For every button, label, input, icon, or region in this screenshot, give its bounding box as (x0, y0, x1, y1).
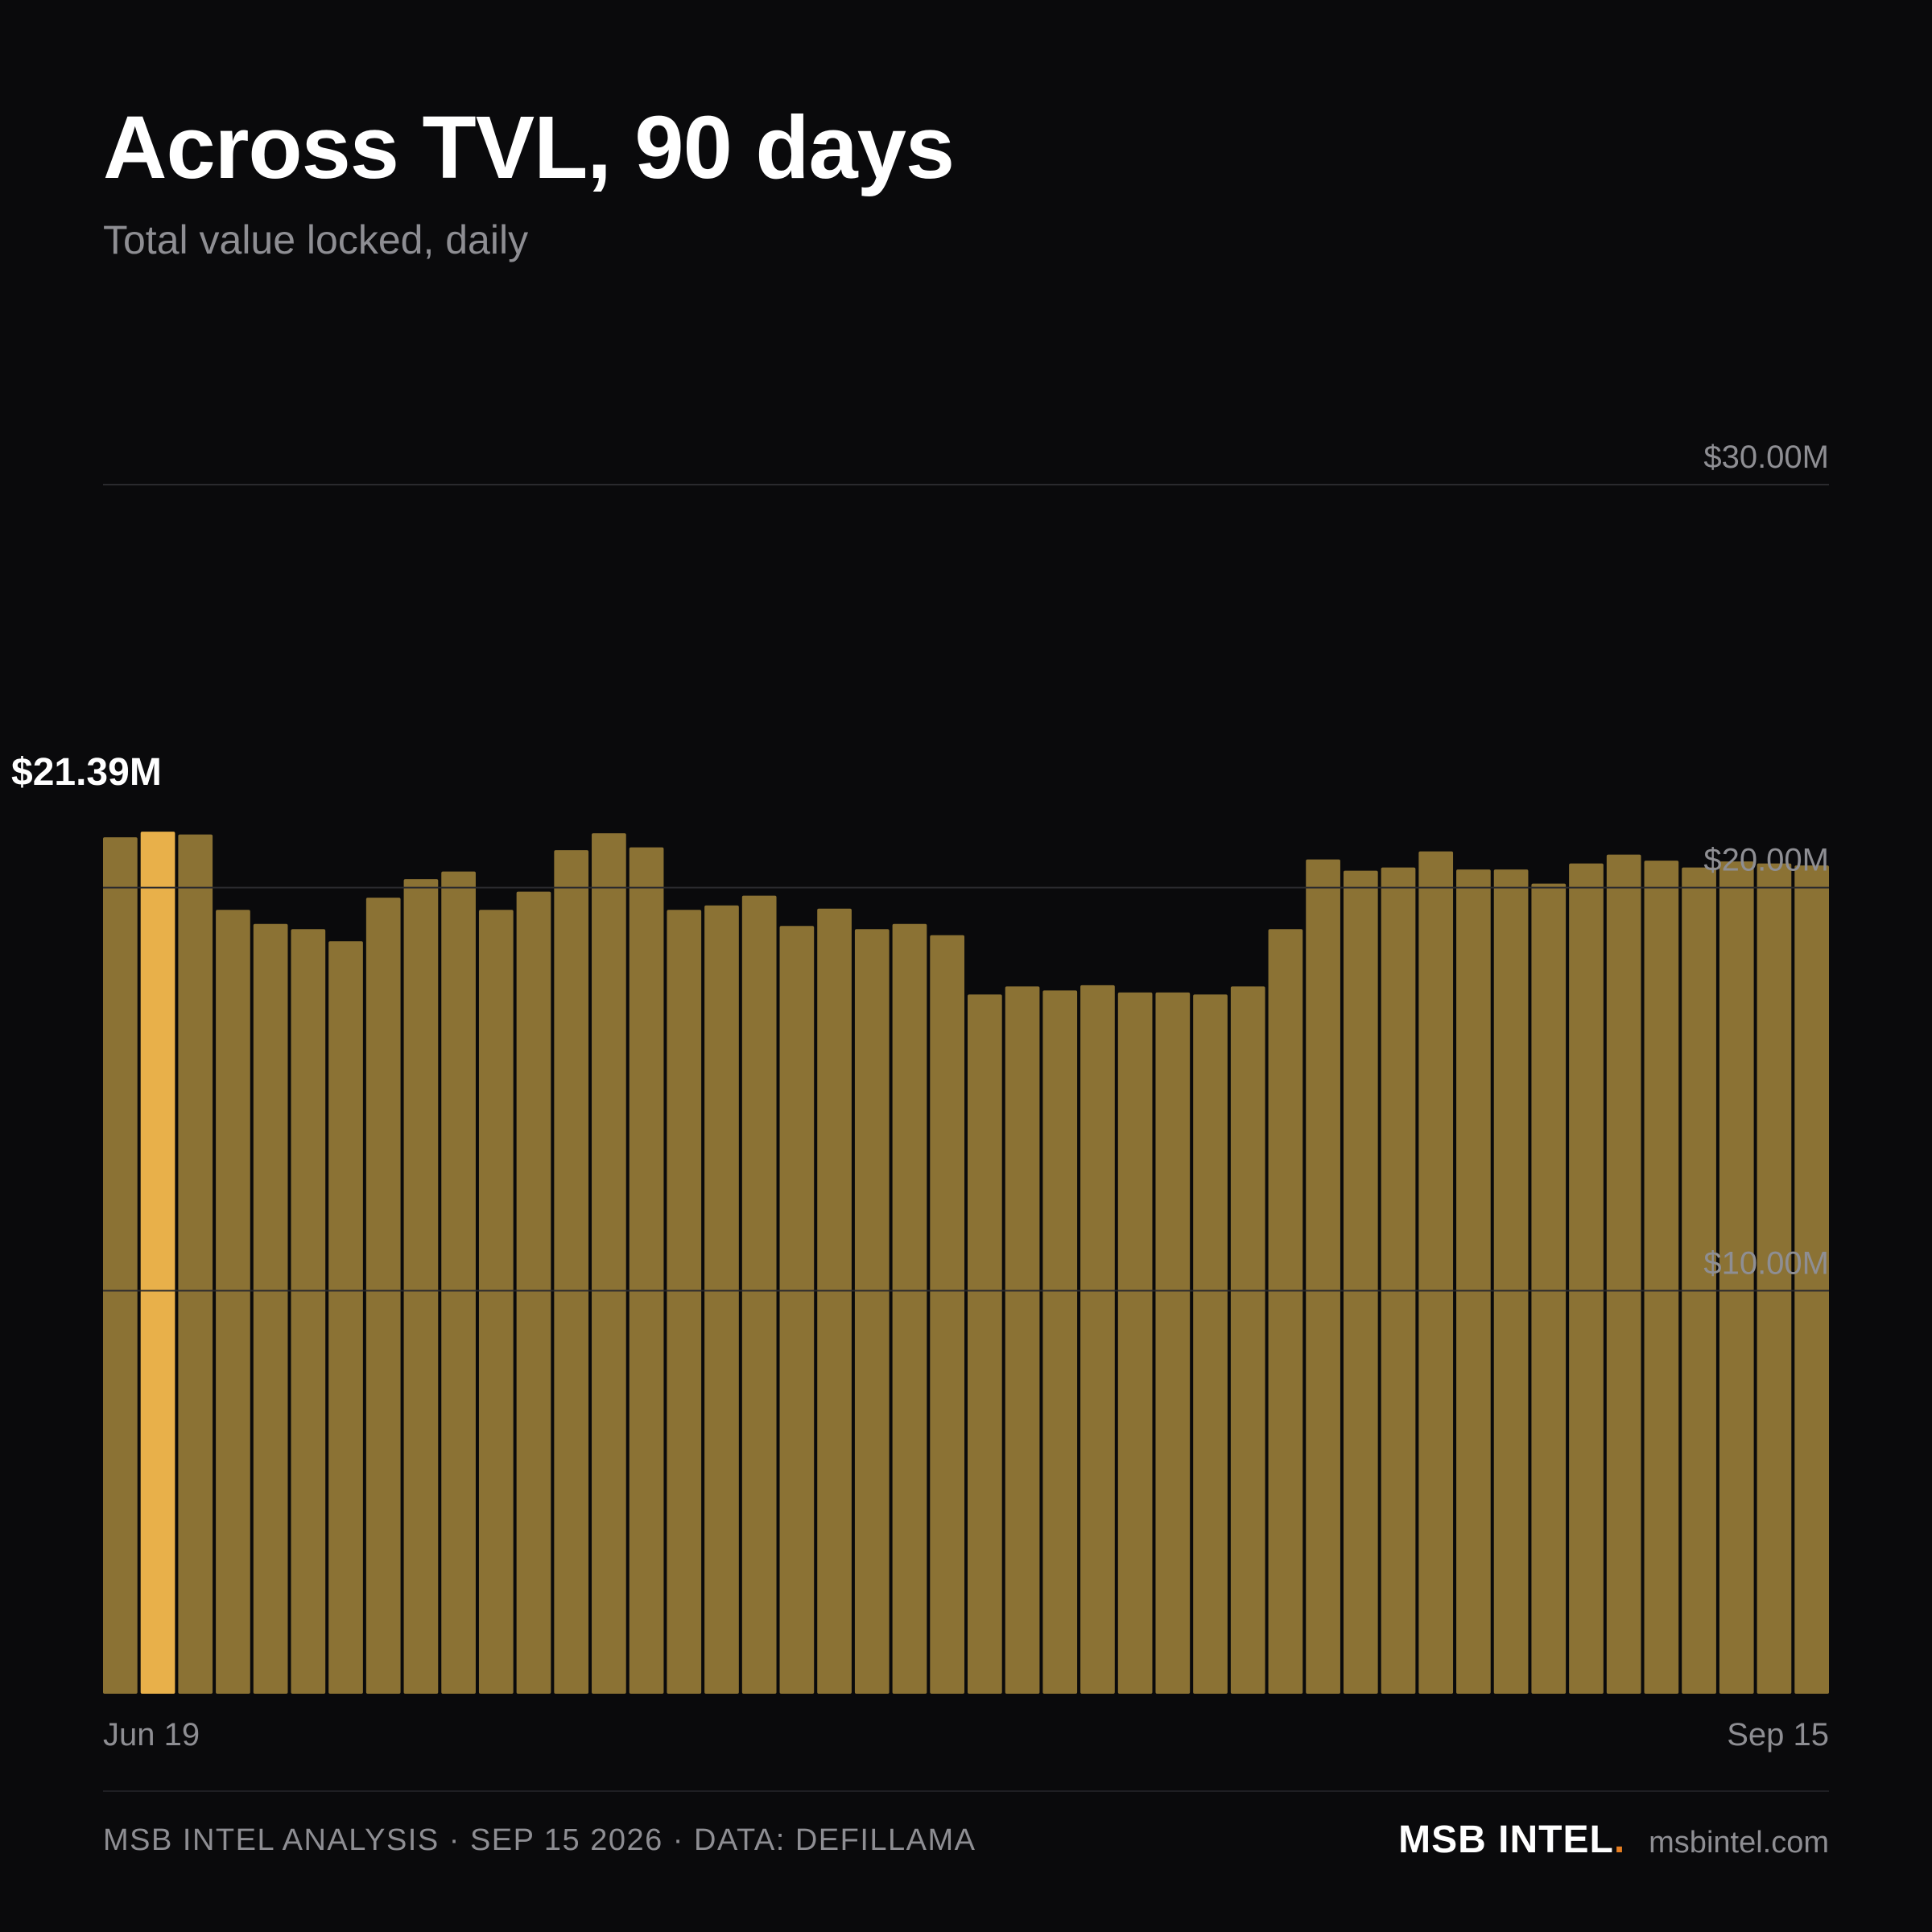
bar (1569, 863, 1604, 1694)
chart-subtitle: Total value locked, daily (103, 217, 529, 262)
bar (1080, 985, 1115, 1694)
bar (554, 850, 589, 1694)
chart-title: Across TVL, 90 days (103, 98, 955, 197)
bar (178, 834, 213, 1694)
footer-brand-block: MSB INTEL . msbintel.com (1398, 1818, 1829, 1862)
highlighted-bar (140, 832, 175, 1694)
bar (478, 910, 514, 1694)
bar (930, 935, 964, 1694)
bar (1230, 986, 1265, 1694)
y-tick-label: $20.00M (1703, 843, 1829, 878)
bar (629, 847, 664, 1694)
bar (1042, 990, 1078, 1694)
bar (704, 905, 739, 1694)
x-tick-label-end: Sep 15 (1727, 1717, 1829, 1752)
bar (779, 926, 815, 1694)
bar (291, 929, 326, 1694)
bar (1606, 854, 1641, 1694)
footer-credits: MSB INTEL ANALYSIS · SEP 15 2026 · DATA:… (103, 1823, 976, 1857)
bar (817, 908, 852, 1694)
bar (1682, 867, 1716, 1694)
bar (1155, 992, 1191, 1694)
bar (968, 994, 1002, 1694)
bar (1493, 869, 1529, 1694)
bar (253, 923, 288, 1694)
bar (1343, 870, 1378, 1694)
bar (667, 910, 702, 1694)
bar (1381, 867, 1416, 1694)
bar (1268, 929, 1303, 1694)
bar (1794, 865, 1829, 1694)
bar (1456, 869, 1491, 1694)
bar (1531, 883, 1567, 1694)
bar (216, 910, 250, 1694)
website-link[interactable]: msbintel.com (1649, 1826, 1829, 1860)
highlight-value-label: $21.39M (11, 751, 162, 794)
bar (1117, 992, 1153, 1694)
bar (592, 833, 626, 1694)
bar (892, 923, 927, 1694)
bar (403, 879, 439, 1694)
footer-divider (103, 1790, 1829, 1792)
bar (516, 891, 551, 1694)
bar (1005, 986, 1040, 1694)
bar (1418, 851, 1454, 1694)
bar (1193, 994, 1228, 1694)
bar (854, 929, 890, 1694)
bar (1644, 861, 1679, 1694)
bar (441, 871, 476, 1694)
y-tick-label: $30.00M (1703, 440, 1829, 475)
brand-logo-dot: . (1613, 1818, 1625, 1861)
bar (1757, 863, 1792, 1694)
bar (103, 837, 138, 1694)
bar (741, 895, 777, 1694)
x-tick-label-start: Jun 19 (103, 1717, 200, 1752)
bar (365, 898, 401, 1694)
bar (1719, 861, 1754, 1694)
y-tick-label: $10.00M (1703, 1245, 1829, 1281)
bar (328, 941, 363, 1694)
brand-logo-text: MSB INTEL (1398, 1818, 1614, 1861)
bar (1306, 859, 1340, 1694)
bar-chart: $10.00M $20.00M $30.00M $21.39M Jun 19 Sep 15 (11, 440, 1829, 1752)
